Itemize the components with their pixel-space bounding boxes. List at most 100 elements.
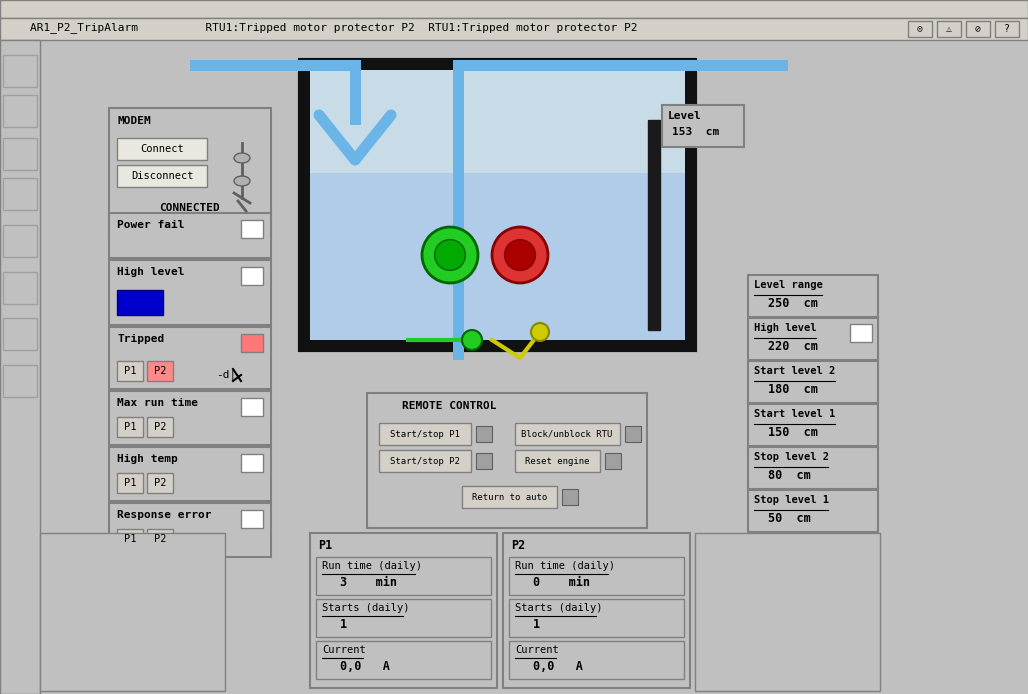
Text: ?: ? [1004, 24, 1009, 34]
Text: Return to auto: Return to auto [473, 493, 548, 502]
Text: Stop level 1: Stop level 1 [754, 495, 829, 505]
Bar [241, 454, 263, 472]
Bar [310, 533, 497, 688]
Bar [476, 453, 492, 469]
Bar [453, 60, 464, 360]
Bar [109, 108, 271, 238]
Text: P1: P1 [123, 422, 137, 432]
Text: 3    min: 3 min [340, 576, 397, 589]
Bar [3, 365, 37, 397]
Ellipse shape [234, 176, 250, 186]
Bar [117, 473, 143, 493]
Text: Power fail: Power fail [117, 220, 184, 230]
Text: High level: High level [117, 267, 184, 277]
Bar [515, 450, 600, 472]
Bar [109, 447, 271, 501]
Bar [908, 21, 932, 37]
Text: High temp: High temp [117, 454, 178, 464]
Text: P1: P1 [123, 478, 137, 488]
Text: ⊘: ⊘ [976, 24, 981, 34]
Bar [3, 138, 37, 170]
Bar [662, 105, 744, 147]
Text: P2: P2 [154, 534, 167, 544]
Bar [117, 165, 207, 187]
Bar [748, 404, 878, 446]
Bar [241, 267, 263, 285]
Circle shape [531, 323, 549, 341]
Bar [300, 60, 695, 350]
Text: Max run time: Max run time [117, 398, 198, 408]
Text: Response error: Response error [117, 510, 212, 520]
Text: 250  cm: 250 cm [768, 297, 818, 310]
Bar [241, 220, 263, 238]
Text: Level range: Level range [754, 280, 822, 290]
Text: 150  cm: 150 cm [768, 426, 818, 439]
Bar [367, 393, 647, 528]
Text: 220  cm: 220 cm [768, 340, 818, 353]
Bar [350, 60, 361, 125]
Bar [0, 0, 1028, 18]
Bar [3, 55, 37, 87]
Circle shape [462, 330, 482, 350]
Text: 1: 1 [533, 618, 540, 631]
Bar [503, 533, 690, 688]
Bar [316, 557, 491, 595]
Circle shape [492, 227, 548, 283]
Text: REMOTE CONTROL: REMOTE CONTROL [402, 401, 497, 411]
Bar [147, 529, 173, 549]
Bar [109, 260, 271, 325]
Text: Starts (daily): Starts (daily) [322, 603, 409, 613]
Text: Starts (daily): Starts (daily) [515, 603, 602, 613]
Bar [695, 533, 880, 691]
Text: P2: P2 [154, 478, 167, 488]
Text: Run time (daily): Run time (daily) [322, 561, 423, 571]
Text: Stop level 2: Stop level 2 [754, 452, 829, 462]
Bar [3, 225, 37, 257]
Text: 50  cm: 50 cm [768, 512, 811, 525]
Text: Disconnect: Disconnect [131, 171, 193, 181]
Bar [462, 486, 557, 508]
Text: P1: P1 [318, 539, 332, 552]
Bar [748, 490, 878, 532]
Bar [379, 450, 471, 472]
Bar [117, 138, 207, 160]
Bar [379, 423, 471, 445]
Text: Start level 1: Start level 1 [754, 409, 835, 419]
Bar [648, 120, 660, 330]
Text: 180  cm: 180 cm [768, 383, 818, 396]
Bar [748, 447, 878, 489]
Text: Current: Current [515, 645, 559, 655]
Text: 1: 1 [340, 618, 347, 631]
Text: Reset engine: Reset engine [524, 457, 589, 466]
Bar [3, 178, 37, 210]
Text: Block/unblock RTU: Block/unblock RTU [521, 430, 613, 439]
Text: Run time (daily): Run time (daily) [515, 561, 615, 571]
Bar [109, 391, 271, 445]
Bar [117, 361, 143, 381]
Bar [748, 275, 878, 317]
Circle shape [435, 239, 466, 271]
Text: 0,0   A: 0,0 A [533, 660, 583, 673]
Text: P2: P2 [154, 422, 167, 432]
Bar [117, 417, 143, 437]
Text: Tripped: Tripped [117, 334, 164, 344]
Bar [476, 426, 492, 442]
Bar [190, 60, 360, 71]
Text: 0    min: 0 min [533, 576, 590, 589]
Bar [937, 21, 961, 37]
Bar [562, 489, 578, 505]
Text: P1: P1 [123, 534, 137, 544]
Text: CONNECTED: CONNECTED [159, 203, 220, 213]
Bar [509, 599, 684, 637]
Circle shape [423, 227, 478, 283]
Bar [748, 361, 878, 403]
Bar [40, 533, 225, 691]
Text: ⊙: ⊙ [917, 24, 923, 34]
Bar [850, 324, 872, 342]
Bar [0, 18, 1028, 40]
Bar [995, 21, 1019, 37]
Bar [509, 641, 684, 679]
Bar [241, 334, 263, 352]
Text: Level: Level [668, 111, 702, 121]
Bar [515, 423, 620, 445]
